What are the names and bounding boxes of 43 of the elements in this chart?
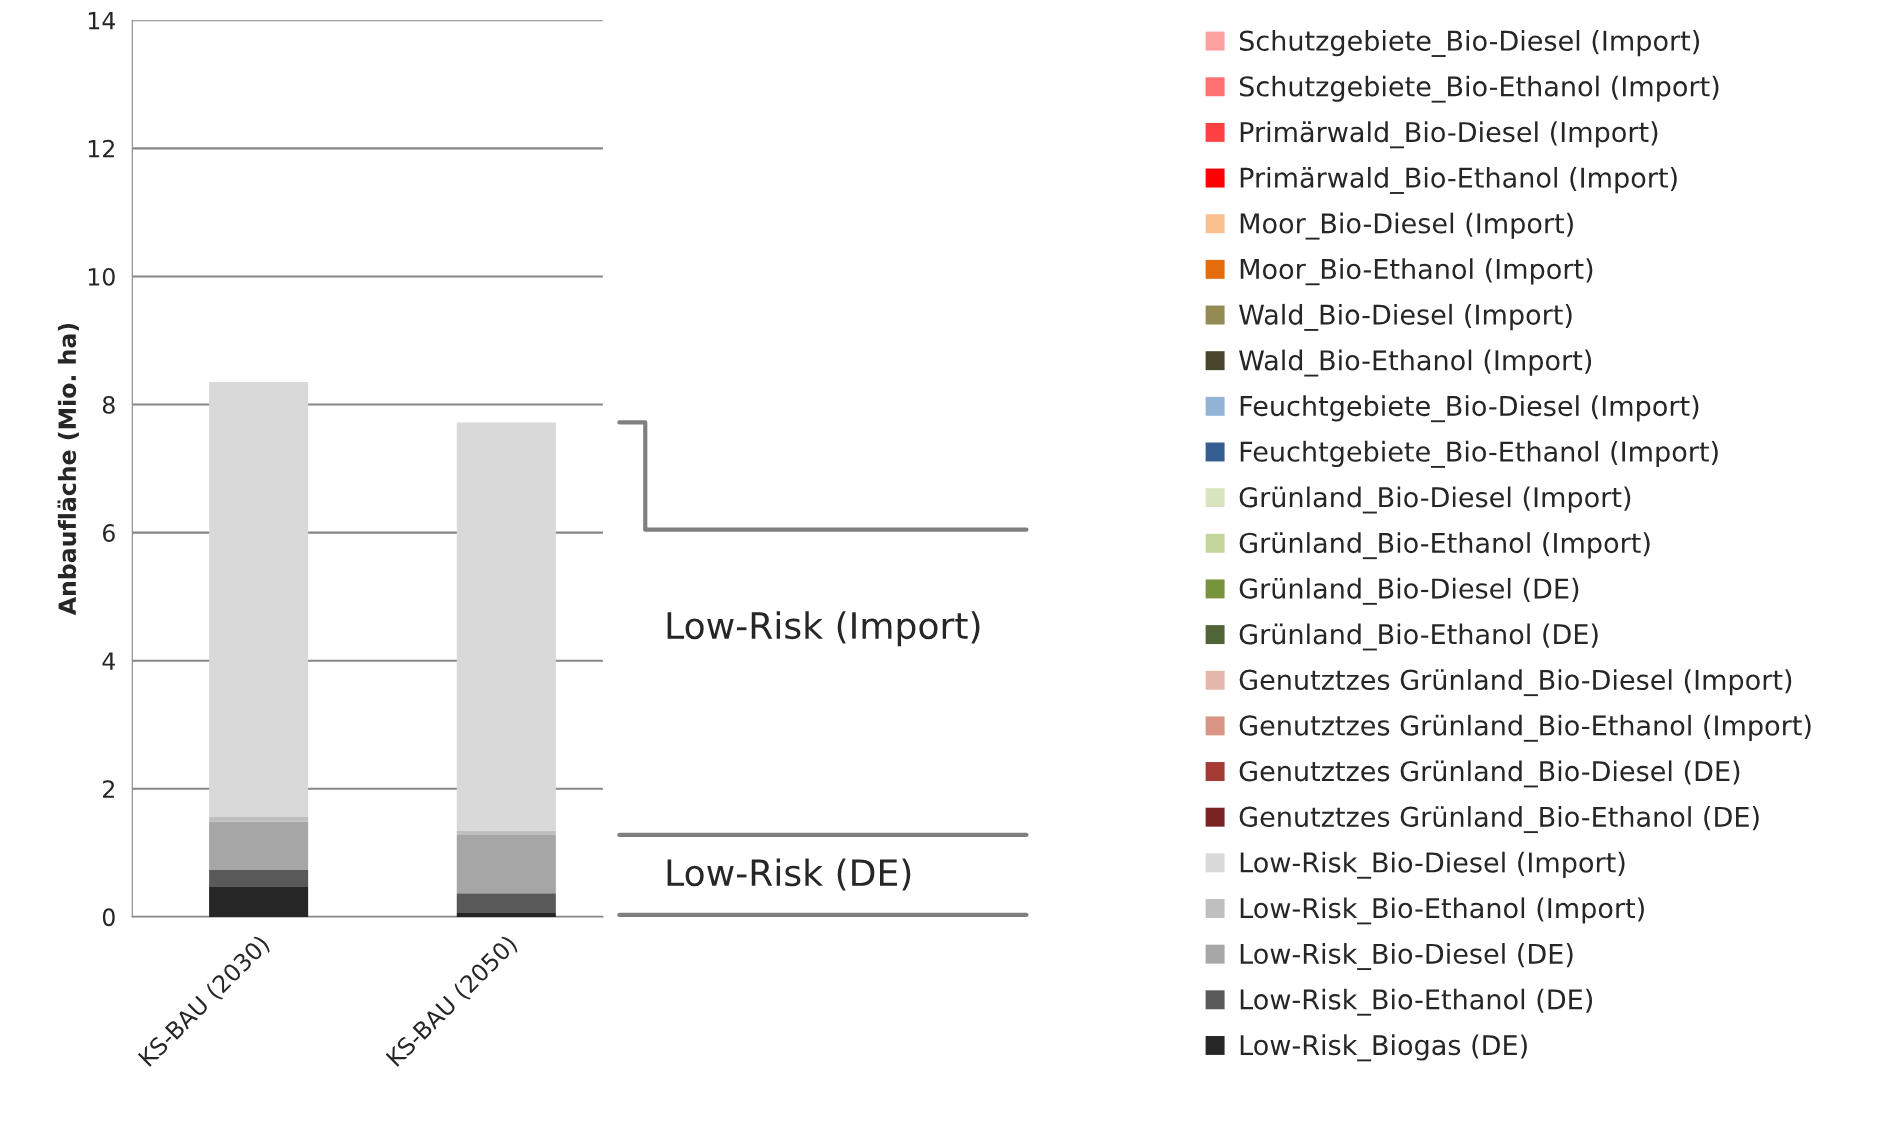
y-tick-label: 10	[88, 267, 115, 286]
bar	[209, 821, 309, 871]
bar	[456, 422, 556, 831]
legend-label: Genutztzes Grünland_Bio-Diesel (DE)	[1239, 760, 1740, 788]
legend-label: Schutzgebiete_Bio-Diesel (Import)	[1239, 30, 1700, 57]
legend-label: Schutzgebiete_Bio-Ethanol (Import)	[1239, 75, 1719, 103]
y-tick-label: 12	[88, 139, 114, 158]
legend-label: Primärwald_Bio-Diesel (Import)	[1240, 121, 1658, 149]
legend-label: Low-Risk_Bio-Diesel (DE)	[1240, 943, 1573, 971]
legend-label: Low-Risk_Bio-Ethanol (DE)	[1240, 988, 1592, 1016]
legend-label: Low-Risk_Biogas (DE)	[1240, 1034, 1527, 1062]
y-tick-label: 2	[103, 780, 114, 798]
y-axis-title: Anbaufläche (Mio. ha)	[57, 323, 79, 616]
legend-label: Moor_Bio-Diesel (Import)	[1240, 212, 1573, 240]
legend-label: Grünland_Bio-Ethanol (DE)	[1239, 623, 1598, 651]
legend-label: Genutztzes Grünland_Bio-Diesel (Import)	[1239, 669, 1792, 697]
y-tick-label: 6	[102, 524, 115, 542]
text: Low-Risk (DE)	[667, 858, 911, 891]
legend-label: Genutztzes Grünland_Bio-Ethanol (DE)	[1239, 806, 1759, 834]
legend-label: Low-Risk_Bio-Diesel (Import)	[1240, 851, 1625, 879]
bar	[209, 870, 309, 887]
text: Low-Risk (Import)	[667, 611, 980, 647]
bar	[209, 886, 309, 917]
legend-label: Wald_Bio-Diesel (Import)	[1239, 303, 1572, 331]
bar	[456, 913, 556, 917]
y-tick-label: 4	[102, 652, 115, 670]
bar	[456, 834, 556, 894]
legend-label: Feuchtgebiete_Bio-Diesel (Import)	[1240, 395, 1699, 423]
y-tick-label: 0	[102, 908, 115, 927]
y-tick-label: 14	[88, 12, 115, 30]
legend-label: Feuchtgebiete_Bio-Ethanol (Import)	[1240, 440, 1718, 468]
bar	[456, 893, 556, 914]
legend-label: Grünland_Bio-Diesel (DE)	[1239, 577, 1579, 605]
legend-label: Primärwald_Bio-Ethanol (Import)	[1240, 166, 1677, 194]
bar	[209, 382, 309, 817]
legend-label: Low-Risk_Bio-Ethanol (Import)	[1240, 897, 1644, 925]
legend-label: Grünland_Bio-Ethanol (Import)	[1239, 532, 1650, 560]
legend-label: Moor_Bio-Ethanol (Import)	[1240, 258, 1593, 286]
legend-label: Wald_Bio-Ethanol (Import)	[1239, 349, 1592, 377]
legend-label: Genutztzes Grünland_Bio-Ethanol (Import)	[1239, 714, 1811, 742]
legend-label: Grünland_Bio-Diesel (Import)	[1239, 486, 1631, 514]
y-tick-label: 8	[102, 395, 115, 414]
bar	[456, 830, 556, 835]
